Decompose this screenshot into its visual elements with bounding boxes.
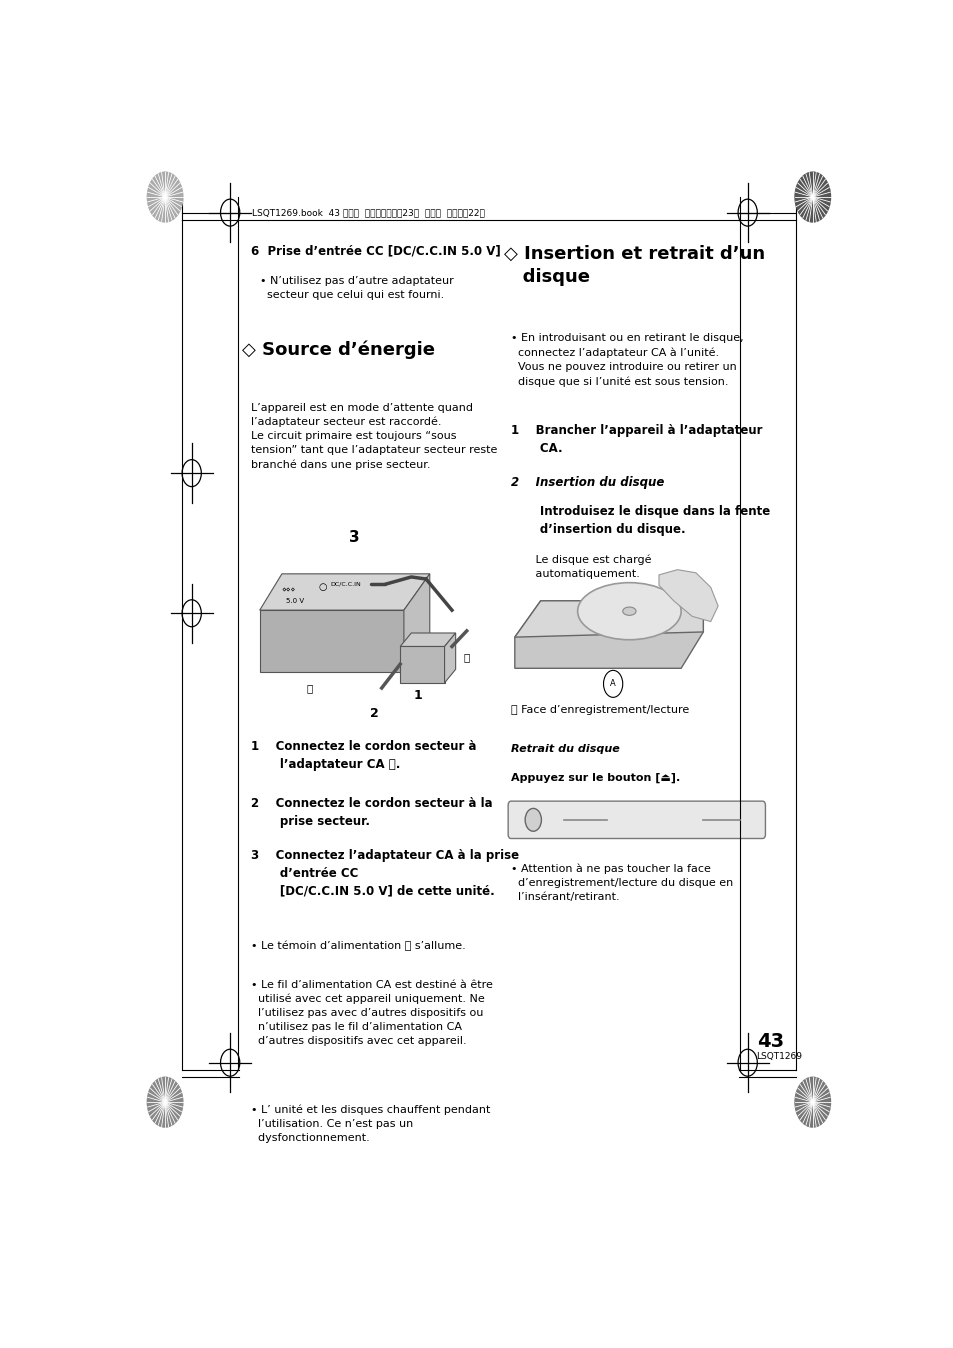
FancyBboxPatch shape [508,801,764,838]
Circle shape [524,809,541,832]
Text: ◇ Source d’énergie: ◇ Source d’énergie [242,340,435,359]
Ellipse shape [577,582,680,640]
Text: 1: 1 [413,689,422,702]
Text: DC/C.C.IN: DC/C.C.IN [330,582,360,586]
Circle shape [147,173,183,222]
Polygon shape [400,647,444,683]
Text: 1    Connectez le cordon secteur à
       l’adaptateur CA Ⓐ.: 1 Connectez le cordon secteur à l’adapta… [251,740,476,771]
Text: • En introduisant ou en retirant le disque,
  connectez l’adaptateur CA à l’unit: • En introduisant ou en retirant le disq… [511,333,743,387]
Text: 3: 3 [349,530,359,545]
Text: • Le témoin d’alimentation Ⓑ s’allume.: • Le témoin d’alimentation Ⓑ s’allume. [251,941,465,950]
Text: 2    Insertion du disque: 2 Insertion du disque [511,476,664,489]
Text: L’appareil est en mode d’attente quand
l’adaptateur secteur est raccordé.
Le cir: L’appareil est en mode d’attente quand l… [251,403,497,470]
Text: Ⓐ: Ⓐ [463,652,470,662]
Polygon shape [403,574,429,673]
Text: Introduisez le disque dans la fente
       d’insertion du disque.: Introduisez le disque dans la fente d’in… [511,506,770,537]
Polygon shape [259,574,429,611]
Text: • N’utilisez pas d’autre adaptateur
  secteur que celui qui est fourni.: • N’utilisez pas d’autre adaptateur sect… [259,276,453,301]
Circle shape [794,1077,830,1127]
Text: ○: ○ [318,582,327,592]
Text: Ⓑ: Ⓑ [307,683,313,693]
Circle shape [603,670,622,697]
Polygon shape [659,570,718,621]
Text: 5.0 V: 5.0 V [285,597,303,604]
Polygon shape [400,634,456,647]
Circle shape [794,173,830,222]
Text: A: A [610,679,616,689]
Text: ⋄⋄⋄: ⋄⋄⋄ [282,585,295,594]
Text: Le disque est chargé
       automatiquement.: Le disque est chargé automatiquement. [511,554,651,578]
Text: Ⓐ Face d’enregistrement/lecture: Ⓐ Face d’enregistrement/lecture [511,705,689,714]
Polygon shape [515,601,702,638]
Polygon shape [259,611,403,673]
Text: LSQT1269: LSQT1269 [756,1051,801,1061]
Text: Retrait du disque: Retrait du disque [511,744,619,754]
Text: LSQT1269.book  43 ページ  ２００７年７月23日  月曜日  午後４時22分: LSQT1269.book 43 ページ ２００７年７月23日 月曜日 午後４時… [252,208,485,217]
Text: Appuyez sur le bouton [⏏].: Appuyez sur le bouton [⏏]. [511,774,679,783]
Text: • Le fil d’alimentation CA est destiné à être
  utilisé avec cet appareil unique: • Le fil d’alimentation CA est destiné à… [251,980,492,1046]
Text: • L’ unité et les disques chauffent pendant
  l’utilisation. Ce n’est pas un
  d: • L’ unité et les disques chauffent pend… [251,1104,490,1143]
Polygon shape [444,634,456,683]
Circle shape [147,1077,183,1127]
Text: • Attention à ne pas toucher la face
  d’enregistrement/lecture du disque en
  l: • Attention à ne pas toucher la face d’e… [511,864,733,902]
Text: ◇ Insertion et retrait d’un
   disque: ◇ Insertion et retrait d’un disque [503,245,764,286]
Ellipse shape [622,607,636,615]
Text: 2    Connectez le cordon secteur à la
       prise secteur.: 2 Connectez le cordon secteur à la prise… [251,797,492,828]
Polygon shape [515,601,702,669]
Text: 6  Prise d’entrée CC [DC/C.C.IN 5.0 V]: 6 Prise d’entrée CC [DC/C.C.IN 5.0 V] [251,245,500,257]
Text: 3    Connectez l’adaptateur CA à la prise
       d’entrée CC
       [DC/C.C.IN 5: 3 Connectez l’adaptateur CA à la prise d… [251,849,518,898]
Text: 1    Brancher l’appareil à l’adaptateur
       CA.: 1 Brancher l’appareil à l’adaptateur CA. [511,425,761,456]
Text: 43: 43 [756,1033,782,1051]
Text: 2: 2 [370,708,378,720]
